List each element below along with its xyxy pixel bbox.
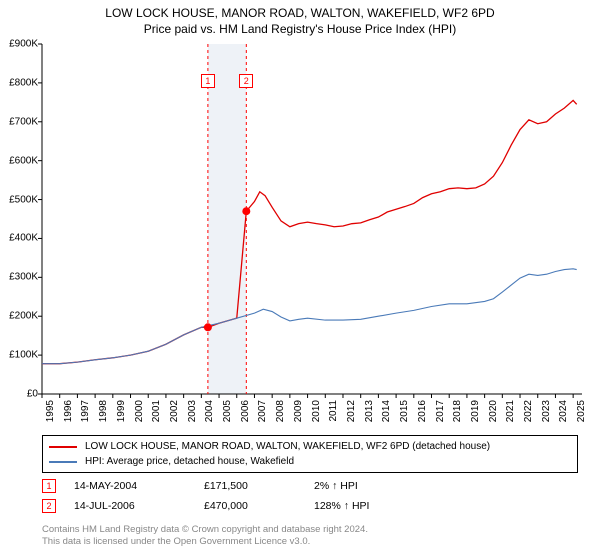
x-tick-label: 1995 (45, 400, 56, 422)
x-tick-label: 2000 (134, 400, 145, 422)
x-tick-label: 2023 (541, 400, 552, 422)
x-tick-label: 2017 (435, 400, 446, 422)
x-tick-label: 2010 (311, 400, 322, 422)
legend-swatch (49, 461, 77, 463)
legend-item: LOW LOCK HOUSE, MANOR ROAD, WALTON, WAKE… (49, 439, 571, 454)
legend-item: HPI: Average price, detached house, Wake… (49, 454, 571, 469)
y-tick-label: £300K (9, 272, 38, 283)
x-tick-label: 1997 (80, 400, 91, 422)
chart-sale-marker: 1 (201, 74, 215, 88)
x-tick-label: 2007 (257, 400, 268, 422)
sale-date: 14-JUL-2006 (74, 500, 204, 512)
y-tick-label: £900K (9, 39, 38, 50)
y-tick-label: £200K (9, 311, 38, 322)
sale-date: 14-MAY-2004 (74, 480, 204, 492)
x-tick-label: 2020 (488, 400, 499, 422)
x-tick-label: 1998 (98, 400, 109, 422)
x-axis: 1995 1996 1997 1998 1999 2000 2001 2002 2003 2004… (42, 398, 582, 438)
y-axis: £0£100K£200K£300K£400K£500K£600K£700K£80… (0, 44, 40, 394)
sale-hpi: 128% ↑ HPI (314, 500, 578, 512)
y-tick-label: £100K (9, 350, 38, 361)
x-tick-label: 2013 (364, 400, 375, 422)
x-tick-label: 2009 (293, 400, 304, 422)
footer-line-1: Contains HM Land Registry data © Crown c… (42, 524, 578, 536)
footer-line-2: This data is licensed under the Open Gov… (42, 536, 578, 548)
x-tick-label: 2022 (523, 400, 534, 422)
sale-hpi: 2% ↑ HPI (314, 480, 578, 492)
legend-label: HPI: Average price, detached house, Wake… (85, 454, 294, 469)
footer: Contains HM Land Registry data © Crown c… (42, 524, 578, 549)
sale-annotations: 1 14-MAY-2004£171,5002% ↑ HPI 2 14-JUL-2006… (42, 476, 578, 516)
title-line-2: Price paid vs. HM Land Registry's House … (0, 22, 600, 38)
x-tick-label: 2011 (328, 400, 339, 422)
sale-marker: 2 (42, 499, 56, 513)
legend: LOW LOCK HOUSE, MANOR ROAD, WALTON, WAKE… (42, 435, 578, 473)
y-tick-label: £0 (27, 389, 38, 400)
legend-label: LOW LOCK HOUSE, MANOR ROAD, WALTON, WAKE… (85, 439, 490, 454)
x-tick-label: 2012 (346, 400, 357, 422)
x-tick-label: 2018 (452, 400, 463, 422)
y-tick-label: £400K (9, 233, 38, 244)
x-tick-label: 2014 (381, 400, 392, 422)
x-tick-label: 1996 (63, 400, 74, 422)
x-tick-label: 2001 (151, 400, 162, 422)
y-tick-label: £500K (9, 194, 38, 205)
sale-row: 2 14-JUL-2006£470,000128% ↑ HPI (42, 496, 578, 516)
x-tick-label: 2006 (240, 400, 251, 422)
title-line-1: LOW LOCK HOUSE, MANOR ROAD, WALTON, WAKE… (0, 6, 600, 22)
chart-sale-marker: 2 (239, 74, 253, 88)
chart-title: LOW LOCK HOUSE, MANOR ROAD, WALTON, WAKE… (0, 0, 600, 37)
sale-marker: 1 (42, 479, 56, 493)
chart-svg (42, 44, 582, 394)
x-tick-label: 2002 (169, 400, 180, 422)
x-tick-label: 2021 (505, 400, 516, 422)
legend-swatch (49, 446, 77, 448)
x-tick-label: 2025 (576, 400, 587, 422)
sale-price: £470,000 (204, 500, 314, 512)
x-tick-label: 2003 (187, 400, 198, 422)
chart-container: LOW LOCK HOUSE, MANOR ROAD, WALTON, WAKE… (0, 0, 600, 560)
x-tick-label: 2015 (399, 400, 410, 422)
x-tick-label: 2008 (275, 400, 286, 422)
y-tick-label: £700K (9, 116, 38, 127)
y-tick-label: £600K (9, 155, 38, 166)
x-tick-label: 2019 (470, 400, 481, 422)
x-tick-label: 2016 (417, 400, 428, 422)
sale-price: £171,500 (204, 480, 314, 492)
y-tick-label: £800K (9, 77, 38, 88)
x-tick-label: 2004 (204, 400, 215, 422)
x-tick-label: 2005 (222, 400, 233, 422)
sale-row: 1 14-MAY-2004£171,5002% ↑ HPI (42, 476, 578, 496)
chart-plot-area: 12 (42, 44, 582, 394)
x-tick-label: 2024 (558, 400, 569, 422)
x-tick-label: 1999 (116, 400, 127, 422)
